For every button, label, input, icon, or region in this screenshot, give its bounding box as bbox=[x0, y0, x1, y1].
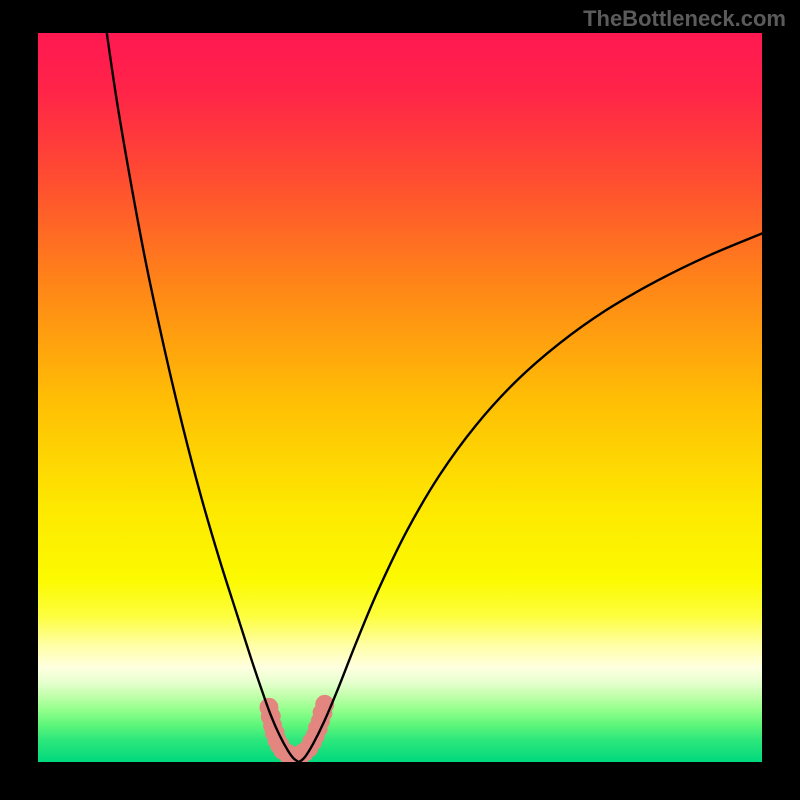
right-curve-line bbox=[299, 233, 762, 762]
watermark-text: TheBottleneck.com bbox=[583, 6, 786, 32]
chart-curve-layer bbox=[38, 33, 762, 762]
bottleneck-marker-blob bbox=[259, 695, 334, 762]
chart-plot-area bbox=[38, 33, 762, 762]
left-curve-line bbox=[107, 33, 299, 762]
